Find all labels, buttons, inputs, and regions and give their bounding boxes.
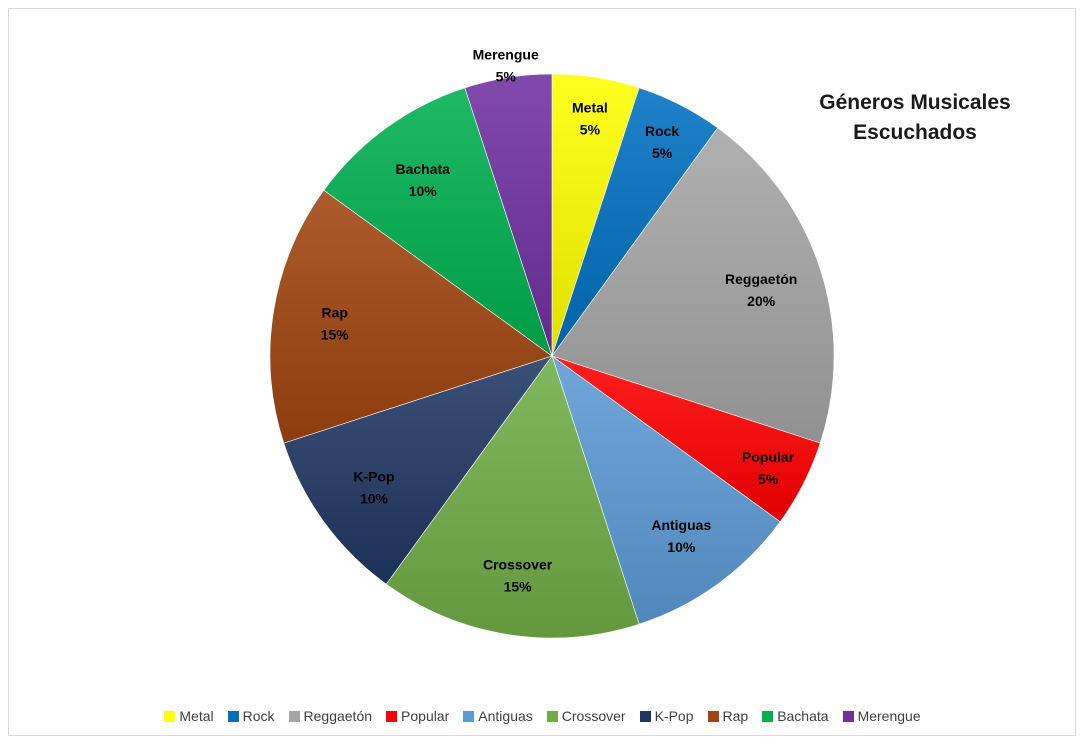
slice-value-rock: 5% [652,145,673,161]
chart-title-line-1: Géneros Musicales [819,91,1011,114]
legend-item-reggaet-n: Reggaetón [288,708,373,724]
slice-value-k-pop: 10% [360,490,389,506]
pie-slices [269,73,835,639]
legend-swatch-bachata [762,710,774,722]
legend-item-crossover: Crossover [546,708,626,724]
slice-antiguas [551,355,781,625]
slice-k-pop [283,355,553,585]
slice-merengue [464,73,553,357]
slice-label-rock: Rock [645,123,679,139]
slice-label-rap: Rap [321,305,347,321]
slice-label-merengue: Merengue [473,47,539,63]
slice-value-metal: 5% [580,122,601,138]
chart-title: Géneros Musicales Escuchados [770,88,1060,148]
legend-swatch-k-pop [639,710,651,722]
slice-label-crossover: Crossover [483,556,553,572]
slice-crossover [385,355,640,639]
legend-item-popular: Popular [386,708,449,724]
legend-label-k-pop: K-Pop [654,708,694,724]
legend-label-antiguas: Antiguas [478,708,533,724]
legend-swatch-popular [386,710,398,722]
slice-value-antiguas: 10% [667,539,696,555]
legend-item-rock: Rock [227,708,275,724]
legend-swatch-metal [164,710,176,722]
slice-label-reggaet-n: Reggaetón [725,271,797,287]
legend-label-metal: Metal [179,708,214,724]
legend-item-metal: Metal [164,708,214,724]
slice-label-metal: Metal [572,100,608,116]
slice-label-bachata: Bachata [395,161,450,177]
legend-label-bachata: Bachata [777,708,829,724]
slice-value-merengue: 5% [496,69,517,85]
slice-rap [269,189,553,444]
legend-item-bachata: Bachata [762,708,829,724]
legend-label-rap: Rap [722,708,749,724]
slice-label-antiguas: Antiguas [651,517,711,533]
pie-labels: Metal 5% Rock 5% Reggaetón 20% Popular 5% Antigu… [321,47,798,595]
slice-value-bachata: 10% [409,183,438,199]
legend-label-crossover: Crossover [561,708,626,724]
legend-label-reggaet-n: Reggaetón [303,708,373,724]
slice-label-popular: Popular [742,449,795,465]
legend-item-antiguas: Antiguas [463,708,533,724]
slice-value-rap: 15% [321,327,350,343]
slice-value-crossover: 15% [504,578,533,594]
legend-label-popular: Popular [401,708,450,724]
legend-label-rock: Rock [242,708,275,724]
legend-label-merengue: Merengue [857,708,921,724]
legend-item-rap: Rap [707,708,749,724]
legend-item-k-pop: K-Pop [639,708,694,724]
slice-bachata [323,87,553,357]
legend-swatch-rap [707,710,719,722]
slice-value-reggaet-n: 20% [747,293,776,309]
legend-swatch-rock [227,710,239,722]
legend-swatch-merengue [842,710,854,722]
slice-reggaet-n [551,127,835,444]
slice-value-popular: 5% [758,471,779,487]
chart-title-line-2: Escuchados [853,121,977,144]
legend-swatch-crossover [546,710,558,722]
legend-swatch-antiguas [463,710,475,722]
slice-label-k-pop: K-Pop [353,468,394,484]
chart-legend: Metal Rock Reggaetón Popular Antiguas Crossov… [0,708,1085,724]
legend-swatch-reggaet-n [288,710,300,722]
legend-item-merengue: Merengue [842,708,921,724]
